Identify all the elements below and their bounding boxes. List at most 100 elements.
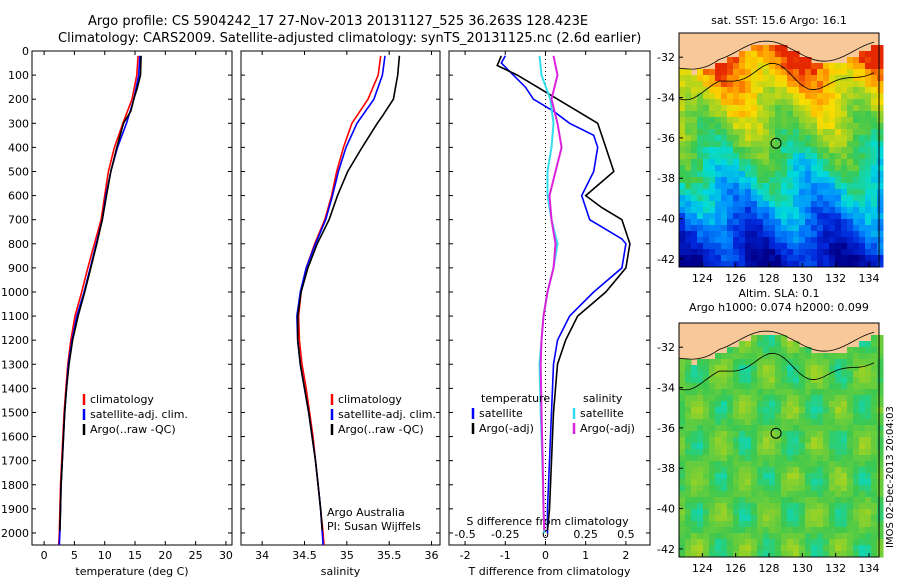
map-cell	[763, 353, 770, 360]
map-cell	[769, 341, 776, 348]
map-cell	[721, 443, 728, 450]
map-cell	[763, 539, 770, 546]
map-cell	[751, 225, 758, 232]
map-cell	[739, 261, 746, 268]
map-cell	[745, 515, 752, 522]
map-cell	[805, 533, 812, 540]
map-cell	[793, 213, 800, 220]
map-cell	[769, 81, 776, 88]
map-cell	[793, 443, 800, 450]
map-cell	[745, 171, 752, 178]
map-cell	[805, 117, 812, 124]
map-cell	[847, 479, 854, 486]
map-cell	[853, 99, 860, 106]
map-cell	[745, 389, 752, 396]
map-cell	[823, 231, 830, 238]
map-cell	[847, 147, 854, 154]
map-cell	[823, 69, 830, 76]
map-cell	[811, 87, 818, 94]
map-cell	[721, 395, 728, 402]
map-cell	[841, 147, 848, 154]
map-cell	[817, 207, 824, 214]
map-cell	[697, 225, 704, 232]
map-cell	[859, 551, 866, 558]
map-cell	[709, 443, 716, 450]
map-cell	[763, 261, 770, 268]
map-cell	[703, 129, 710, 136]
map-cell	[715, 515, 722, 522]
map-cell	[859, 353, 866, 360]
map-cell	[739, 383, 746, 390]
map-cell	[703, 455, 710, 462]
map-cell	[805, 503, 812, 510]
map-cell	[715, 255, 722, 262]
map-title: Altim. SLA: 0.1	[738, 287, 819, 300]
map-cell	[835, 165, 842, 172]
map-cell	[793, 419, 800, 426]
map-cell	[715, 437, 722, 444]
map-cell	[739, 153, 746, 160]
map-cell	[841, 431, 848, 438]
map-cell	[859, 371, 866, 378]
map-cell	[769, 539, 776, 546]
y-tick-label: 1100	[1, 310, 29, 323]
map-cell	[805, 377, 812, 384]
map-cell	[799, 75, 806, 82]
legend-label: climatology	[338, 393, 402, 406]
map-cell	[769, 165, 776, 172]
series-line-argo-raw-qc-	[59, 55, 142, 531]
map-cell	[715, 413, 722, 420]
map-cell	[739, 467, 746, 474]
map-cell	[841, 377, 848, 384]
map-cell	[817, 147, 824, 154]
map-cell	[781, 135, 788, 142]
map-cell	[811, 527, 818, 534]
map-cell	[721, 527, 728, 534]
map-cell	[793, 105, 800, 112]
x-tick-label: 10	[98, 549, 112, 562]
map-cell	[823, 63, 830, 70]
map-cell	[691, 371, 698, 378]
map-cell	[781, 461, 788, 468]
map-cell	[703, 461, 710, 468]
map-cell	[781, 365, 788, 372]
map-cell	[715, 431, 722, 438]
map-cell	[697, 69, 704, 76]
map-cell	[847, 213, 854, 220]
map-cell	[679, 455, 686, 462]
map-cell	[835, 99, 842, 106]
map-cell	[835, 443, 842, 450]
map-cell	[757, 87, 764, 94]
map-cell	[853, 141, 860, 148]
map-cell	[733, 117, 740, 124]
map-cell	[859, 503, 866, 510]
s-tick-label: -0.5	[454, 528, 475, 541]
map-cell	[745, 111, 752, 118]
map-cell	[703, 491, 710, 498]
map-cell	[679, 503, 686, 510]
map-cell	[835, 473, 842, 480]
map-cell	[763, 189, 770, 196]
map-cell	[733, 165, 740, 172]
map-y-tick-label: -34	[657, 92, 675, 105]
map-cell	[715, 225, 722, 232]
map-cell	[853, 189, 860, 196]
map-cell	[829, 183, 836, 190]
map-cell	[679, 153, 686, 160]
map-cell	[679, 111, 686, 118]
map-cell	[721, 437, 728, 444]
map-cell	[745, 249, 752, 256]
map-cell	[775, 93, 782, 100]
map-cell	[871, 437, 878, 444]
map-cell	[691, 467, 698, 474]
map-cell	[787, 177, 794, 184]
map-cell	[865, 111, 872, 118]
map-cell	[799, 237, 806, 244]
map-cell	[847, 189, 854, 196]
map-cell	[847, 449, 854, 456]
map-cell	[721, 491, 728, 498]
map-cell	[679, 237, 686, 244]
map-cell	[823, 467, 830, 474]
map-cell	[679, 93, 686, 100]
map-cell	[745, 431, 752, 438]
